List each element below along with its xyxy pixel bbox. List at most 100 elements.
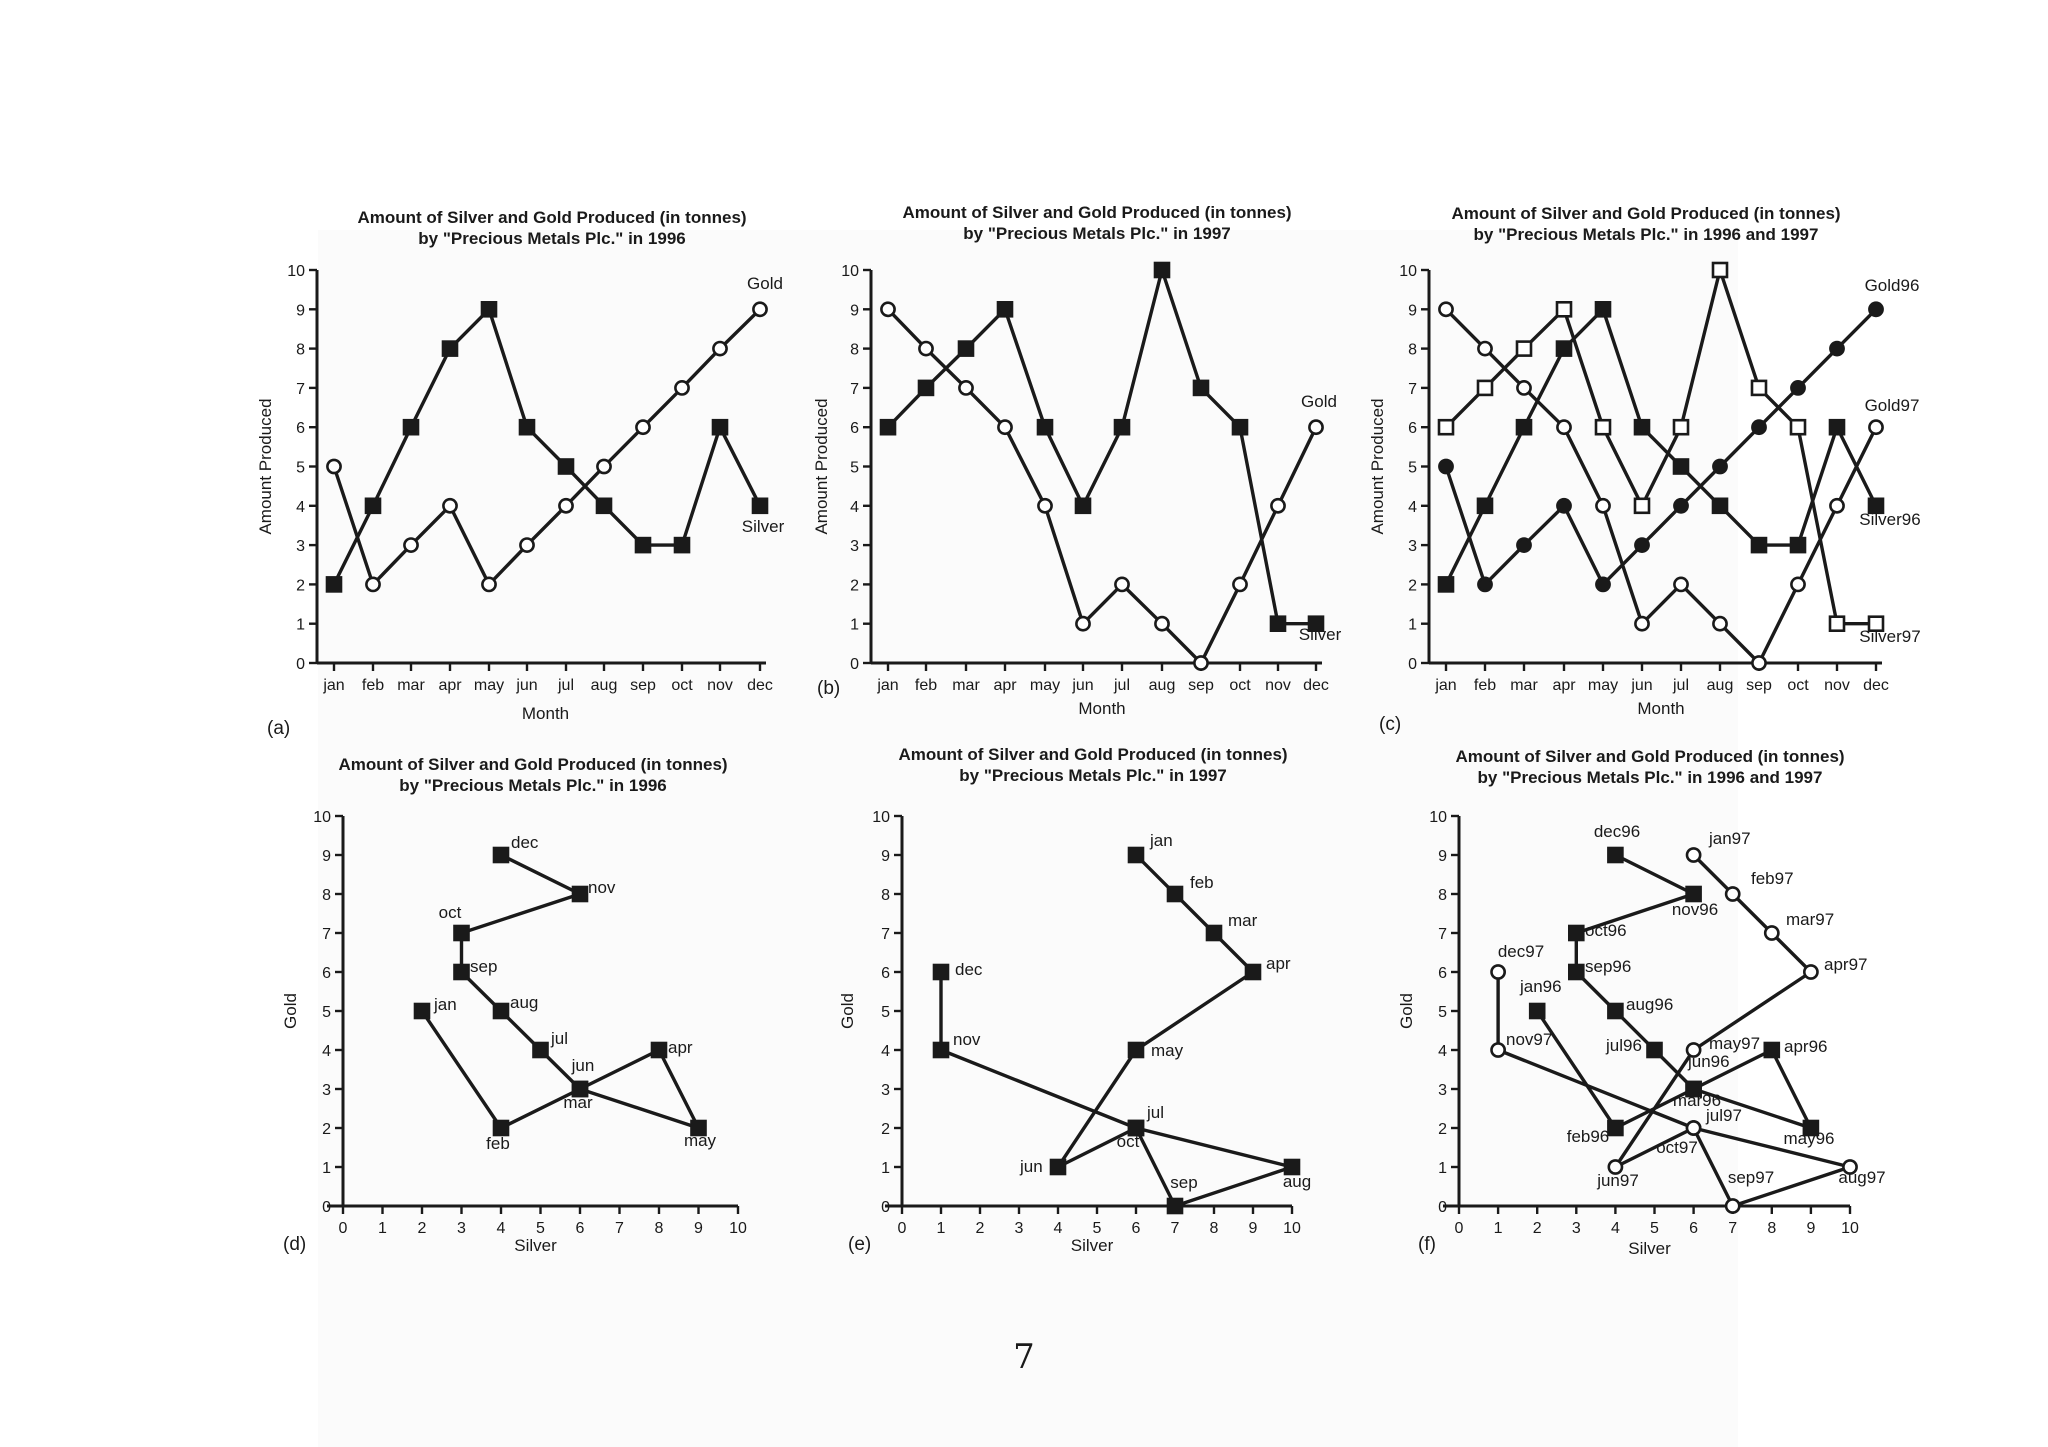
data-point-dec96 [1607,846,1624,864]
y-tick-label: 5 [322,1004,331,1021]
chart-title-line-1: Amount of Silver and Gold Produced (in t… [357,208,746,227]
y-tick-label: 3 [322,1082,331,1099]
y-tick-label: 7 [322,926,331,943]
panel-label: (e) [848,1234,871,1255]
y-axis-label: Amount Produced [812,398,831,534]
chart-panel-c: Amount of Silver and Gold Produced (in t… [1368,204,1921,735]
x-tick-label: 8 [655,1220,664,1237]
panel-label: (d) [283,1234,306,1255]
series-label: Gold96 [1865,276,1920,295]
x-tick-label: mar [397,677,425,694]
x-tick-label: aug [1149,677,1176,694]
x-axis-label: Month [522,704,569,723]
data-point-sep [1193,655,1209,671]
y-tick-label: 6 [850,420,859,437]
data-point-feb [918,340,934,357]
data-point-jan [880,301,896,318]
series-line [1444,307,1878,586]
x-tick-label: mar [1510,677,1538,694]
data-point-jan [1127,846,1145,864]
point-label: nov96 [1672,900,1718,919]
x-tick-label: 0 [898,1220,907,1237]
chart-panel-e: Amount of Silver and Gold Produced (in t… [838,745,1311,1255]
x-tick-label: 2 [1533,1220,1542,1237]
data-point-jun [1633,418,1651,436]
data-point-may [1595,576,1611,593]
data-point-jul [557,458,575,475]
chart-panel-a: Amount of Silver and Gold Produced (in t… [256,208,785,739]
data-point-mar [1516,537,1532,553]
x-tick-label: oct [1787,677,1809,694]
y-tick-label: 3 [881,1082,890,1099]
data-point-apr [1555,300,1573,318]
data-point-mar [958,379,974,396]
data-point-aug [1283,1158,1301,1176]
x-tick-label: feb [915,677,937,694]
data-point-mar97 [1763,925,1780,941]
data-point-feb [364,497,382,515]
x-tick-label: apr [993,677,1017,694]
y-tick-label: 1 [881,1160,890,1177]
point-label: nov97 [1506,1030,1552,1049]
y-tick-label: 8 [322,887,331,904]
y-tick-label: 9 [296,302,305,319]
x-tick-label: may [474,677,504,694]
point-label: dec [511,833,539,852]
x-tick-label: sep [1188,677,1214,694]
y-tick-label: 8 [881,887,890,904]
x-tick-label: jan [1434,677,1456,694]
data-point-aug [595,497,613,515]
data-point-aug [1712,458,1728,475]
data-point-apr [1244,963,1262,981]
data-point-apr96 [1763,1041,1781,1059]
series-silver: Silver [879,261,1342,644]
chart-title-line-2: by "Precious Metals Plc." in 1997 [959,766,1226,785]
data-point-jun [1634,615,1650,632]
x-tick-label: 1 [937,1220,946,1237]
x-tick-label: jan [876,677,898,694]
data-point-nov [1270,497,1286,514]
data-point-feb [1477,576,1493,593]
y-tick-label: 0 [322,1199,331,1216]
point-label: jul [550,1029,568,1048]
point-label: apr [668,1038,693,1057]
y-axis-label: Amount Produced [1368,398,1387,534]
data-point-mar [1516,379,1532,396]
x-tick-label: oct [671,677,693,694]
data-point-aug [1711,261,1729,279]
data-point-jan [1437,576,1455,593]
data-point-jun [1075,615,1091,632]
data-point-jan [879,418,897,436]
data-point-oct [1127,1119,1145,1137]
chart-title-line-1: Amount of Silver and Gold Produced (in t… [338,755,727,774]
x-axis-label: Month [1637,699,1684,718]
data-point-mar [1205,924,1223,942]
y-tick-label: 0 [881,1199,890,1216]
y-tick-label: 3 [1408,538,1417,555]
point-label: jan [433,995,457,1014]
data-point-nov [932,1041,950,1059]
data-point-sep [1751,419,1767,436]
data-point-jun96 [1685,1080,1702,1098]
data-point-feb [1476,497,1494,515]
y-tick-label: 4 [296,499,305,516]
point-label: sep [1170,1173,1197,1192]
y-tick-label: 9 [1408,302,1417,319]
x-tick-label: nov [1265,677,1291,694]
point-label: apr96 [1784,1037,1827,1056]
data-point-dec [932,963,950,981]
x-tick-label: 7 [1171,1220,1180,1237]
y-tick-label: 2 [850,577,859,594]
y-tick-label: 4 [881,1043,890,1060]
series-silver: Silver [325,300,785,593]
series-line [1444,308,1878,665]
point-label: oct96 [1585,921,1627,940]
point-label: may96 [1783,1129,1834,1148]
point-label: jul96 [1605,1036,1642,1055]
x-tick-label: jul [1113,677,1130,694]
x-tick-label: 9 [694,1220,703,1237]
data-point-jul [1672,458,1690,475]
data-point-jan97 [1685,847,1702,863]
data-point-may [480,300,498,318]
data-point-jan [326,458,342,475]
